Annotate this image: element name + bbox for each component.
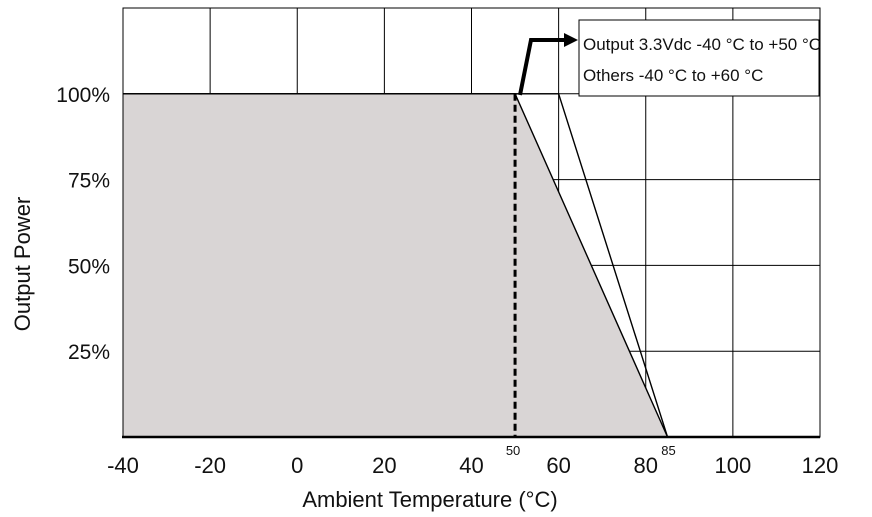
callout-box [578,19,820,97]
temperature-markers: 50 85 [506,93,676,458]
x-tick-label: 40 [459,453,483,478]
x-tick-label: 0 [291,453,303,478]
y-axis-title: Output Power [10,197,35,332]
callout-arrowhead [564,33,578,47]
series-line [123,93,669,438]
marker-label: 85 [661,443,675,458]
callout-leader [518,38,571,96]
callout-line-1: Output 3.3Vdc -40 °C to +50 °C [583,35,821,54]
x-tick-label: 80 [634,453,658,478]
x-axis-title: Ambient Temperature (°C) [302,487,557,512]
x-tick-label: -40 [107,453,139,478]
plot-frame [122,7,821,439]
x-tick-label: 20 [372,453,396,478]
y-axis-ticks: 25% 50% 75% 100% [56,84,110,364]
y-tick-label: 100% [56,84,110,107]
x-tick-label: -20 [194,453,226,478]
x-tick-label: 120 [802,453,839,478]
y-tick-label: 25% [68,341,110,364]
y-tick-label: 75% [68,170,110,193]
marker-label: 50 [506,443,520,458]
safe-operating-area [123,93,668,438]
callout-line-2: Others -40 °C to +60 °C [583,66,763,85]
x-axis-ticks: -40 -20 0 20 40 60 80 100 120 [107,453,838,478]
callout: Output 3.3Vdc -40 °C to +50 °C Others -4… [518,19,821,97]
y-tick-label: 50% [68,255,110,278]
x-tick-label: 60 [546,453,570,478]
x-tick-label: 100 [715,453,752,478]
